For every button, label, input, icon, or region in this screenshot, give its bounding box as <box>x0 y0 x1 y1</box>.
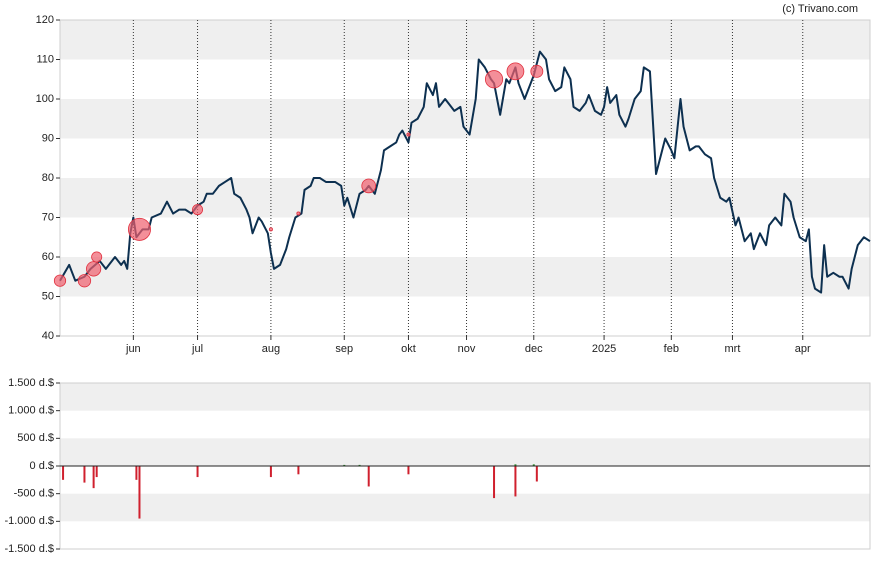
grid-band <box>60 493 870 522</box>
trade-bubble <box>361 178 377 194</box>
y-tick-label: 1.500 d.$ <box>8 377 54 389</box>
trade-bubble <box>192 204 204 216</box>
trade-bubble <box>484 70 504 89</box>
trade-bar <box>135 466 138 480</box>
y-tick-label: 120 <box>36 14 54 26</box>
trade-bar <box>269 466 272 478</box>
trade-bar <box>407 466 410 475</box>
trade-bar <box>343 464 346 466</box>
grid-band <box>60 438 870 466</box>
trade-bar <box>83 466 86 483</box>
trade-bar <box>532 464 535 466</box>
x-tick-label: sep <box>335 343 353 355</box>
grid-band <box>60 257 870 297</box>
x-tick-label: jun <box>125 343 141 355</box>
trade-bar <box>297 466 300 475</box>
trade-bubble <box>77 274 92 288</box>
y-tick-label: 40 <box>42 330 54 342</box>
x-tick-label: dec <box>525 343 543 355</box>
trade-bar <box>358 464 361 466</box>
trade-bar <box>62 466 65 480</box>
trade-bar <box>92 466 95 489</box>
trade-bar <box>514 466 517 497</box>
x-tick-label: 2025 <box>592 343 616 355</box>
y-tick-label: 0 d.$ <box>30 460 54 472</box>
y-tick-label: 1.000 d.$ <box>8 405 54 417</box>
trade-bubble <box>268 227 273 232</box>
trade-bar <box>367 466 370 487</box>
grid-band <box>60 99 870 139</box>
trade-bubble <box>406 132 411 137</box>
trade-bubble <box>127 217 151 241</box>
y-tick-label: 500 d.$ <box>17 432 54 444</box>
x-tick-label: okt <box>401 343 416 355</box>
trade-bubble <box>53 274 67 287</box>
price-line <box>59 50 871 294</box>
x-tick-label: feb <box>664 343 679 355</box>
grid-band <box>60 383 870 411</box>
y-tick-label: 50 <box>42 290 54 302</box>
credit: (c) Trivano.com <box>782 3 858 15</box>
trade-bubble <box>86 261 102 277</box>
trade-bar <box>196 466 199 478</box>
trade-bar <box>514 464 517 466</box>
x-tick-label: mrt <box>725 343 741 355</box>
grid-band <box>60 178 870 218</box>
x-tick-label: jul <box>191 343 203 355</box>
trade-bar <box>493 466 496 499</box>
y-tick-label: 60 <box>42 251 54 263</box>
y-tick-label: -1.000 d.$ <box>4 515 54 527</box>
trade-bubble <box>530 64 544 78</box>
x-tick-label: aug <box>262 343 280 355</box>
trade-bar <box>535 466 538 482</box>
grid-band <box>60 20 870 60</box>
y-tick-label: 90 <box>42 132 54 144</box>
y-tick-label: 100 <box>36 93 54 105</box>
trade-bar <box>95 466 98 478</box>
trade-bubble <box>91 251 103 263</box>
trade-bar <box>138 466 141 519</box>
trade-bubble <box>506 62 525 81</box>
x-tick-label: apr <box>795 343 811 355</box>
y-tick-label: 70 <box>42 211 54 223</box>
y-tick-label: -1.500 d.$ <box>4 543 54 555</box>
trade-bubble <box>296 211 301 216</box>
x-tick-label: nov <box>458 343 476 355</box>
y-tick-label: 110 <box>36 53 54 65</box>
y-tick-label: 80 <box>42 172 54 184</box>
y-tick-label: -500 d.$ <box>14 488 54 500</box>
